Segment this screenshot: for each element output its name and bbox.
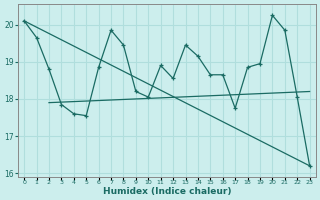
X-axis label: Humidex (Indice chaleur): Humidex (Indice chaleur) bbox=[103, 187, 231, 196]
